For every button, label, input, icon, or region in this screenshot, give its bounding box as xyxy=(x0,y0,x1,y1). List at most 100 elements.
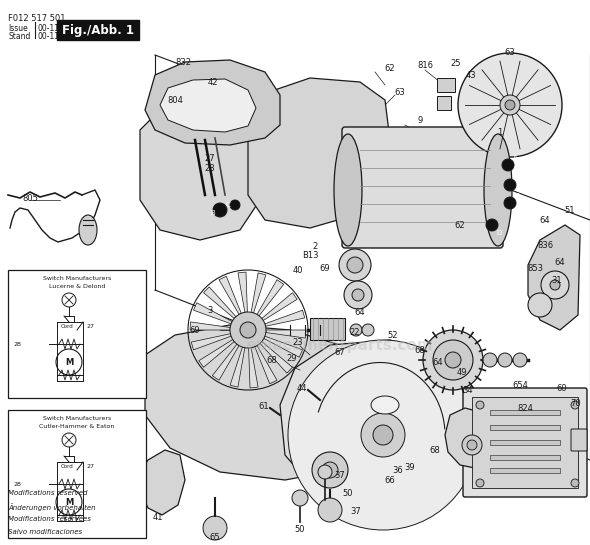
Circle shape xyxy=(498,353,512,367)
Text: 63: 63 xyxy=(395,88,405,96)
Circle shape xyxy=(292,490,308,506)
Text: 23: 23 xyxy=(293,337,303,347)
Text: 824: 824 xyxy=(517,403,533,413)
Circle shape xyxy=(56,349,82,375)
Polygon shape xyxy=(265,310,304,326)
Polygon shape xyxy=(528,225,580,330)
Text: 62: 62 xyxy=(385,64,395,72)
Text: Modifications réservées: Modifications réservées xyxy=(8,516,91,522)
FancyBboxPatch shape xyxy=(463,388,587,497)
Polygon shape xyxy=(204,287,236,318)
Circle shape xyxy=(352,289,364,301)
Text: 50: 50 xyxy=(343,488,353,498)
Circle shape xyxy=(361,413,405,457)
Text: B13: B13 xyxy=(301,251,318,259)
Text: 44: 44 xyxy=(297,384,307,392)
Polygon shape xyxy=(219,276,241,314)
Polygon shape xyxy=(145,325,388,480)
Text: 804: 804 xyxy=(167,95,183,105)
Polygon shape xyxy=(248,78,390,228)
Text: 68: 68 xyxy=(430,445,440,455)
Text: 00-11-10: 00-11-10 xyxy=(37,32,71,41)
Text: 70: 70 xyxy=(571,398,581,408)
Text: 37: 37 xyxy=(350,507,361,517)
Ellipse shape xyxy=(371,396,399,414)
Text: 49: 49 xyxy=(457,367,467,377)
Circle shape xyxy=(230,312,266,348)
Text: 66: 66 xyxy=(385,475,395,485)
Text: 68: 68 xyxy=(267,355,277,365)
Circle shape xyxy=(318,498,342,522)
Circle shape xyxy=(476,479,484,487)
Text: 27: 27 xyxy=(86,324,94,329)
Text: 67: 67 xyxy=(335,348,345,356)
Polygon shape xyxy=(145,60,280,145)
Circle shape xyxy=(500,95,520,115)
Text: 654: 654 xyxy=(512,380,528,390)
Text: 39: 39 xyxy=(405,463,415,471)
Circle shape xyxy=(62,293,76,307)
Bar xyxy=(490,440,560,445)
Circle shape xyxy=(56,489,82,515)
Text: Änderungen vorbehalten: Änderungen vorbehalten xyxy=(8,503,96,511)
Circle shape xyxy=(571,401,579,409)
Text: 41: 41 xyxy=(153,513,163,523)
Polygon shape xyxy=(230,347,245,387)
Text: 25: 25 xyxy=(451,58,461,68)
Circle shape xyxy=(433,340,473,380)
Text: 9: 9 xyxy=(417,116,422,124)
Bar xyxy=(57,20,139,40)
Circle shape xyxy=(528,293,552,317)
Text: 60: 60 xyxy=(557,384,568,392)
FancyBboxPatch shape xyxy=(342,127,503,248)
Text: A: A xyxy=(513,155,517,161)
Text: F012 517 501: F012 517 501 xyxy=(8,14,65,23)
Text: 28: 28 xyxy=(205,164,215,173)
Text: 3: 3 xyxy=(207,306,212,314)
Text: 36: 36 xyxy=(392,465,404,475)
FancyBboxPatch shape xyxy=(571,429,587,451)
Polygon shape xyxy=(251,273,266,313)
Polygon shape xyxy=(260,342,293,373)
Circle shape xyxy=(362,324,374,336)
Polygon shape xyxy=(238,272,247,312)
Bar xyxy=(8,410,146,538)
Circle shape xyxy=(322,462,338,478)
Text: 42: 42 xyxy=(208,77,218,87)
Text: 22: 22 xyxy=(350,328,360,336)
Text: Fig./Abb. 1: Fig./Abb. 1 xyxy=(62,23,134,37)
Text: 50: 50 xyxy=(295,525,305,535)
Polygon shape xyxy=(257,280,284,316)
Text: 2: 2 xyxy=(312,241,317,251)
Bar xyxy=(310,318,345,340)
Circle shape xyxy=(318,465,332,479)
Text: 51: 51 xyxy=(565,205,575,215)
Text: C: C xyxy=(514,193,519,199)
Polygon shape xyxy=(190,322,230,330)
Text: Switch Manufacturers: Switch Manufacturers xyxy=(43,415,111,421)
Polygon shape xyxy=(262,293,297,320)
Polygon shape xyxy=(248,348,258,388)
Circle shape xyxy=(504,179,516,191)
Text: 52: 52 xyxy=(388,330,398,340)
Text: 27: 27 xyxy=(205,154,215,162)
Polygon shape xyxy=(255,346,277,384)
Polygon shape xyxy=(194,303,232,324)
Circle shape xyxy=(467,440,477,450)
Circle shape xyxy=(458,53,562,157)
Text: 65: 65 xyxy=(209,534,220,542)
Text: 61: 61 xyxy=(258,402,269,410)
Polygon shape xyxy=(140,450,185,515)
Text: 62: 62 xyxy=(455,221,466,229)
Text: 34: 34 xyxy=(463,385,473,395)
Text: 64: 64 xyxy=(555,257,565,267)
Circle shape xyxy=(312,452,348,488)
Text: 64: 64 xyxy=(432,358,443,366)
Polygon shape xyxy=(280,340,475,505)
Text: 816: 816 xyxy=(417,60,433,70)
Text: Cutler-Hammer & Eaton: Cutler-Hammer & Eaton xyxy=(40,423,114,428)
Circle shape xyxy=(486,219,498,231)
Text: Cord: Cord xyxy=(61,324,73,329)
Circle shape xyxy=(445,352,461,368)
Circle shape xyxy=(483,353,497,367)
